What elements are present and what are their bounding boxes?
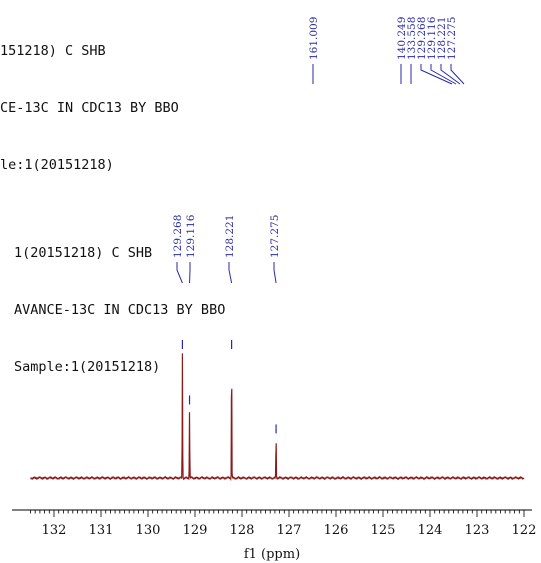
x-axis: 132 131 130 129 128 127 126 125 124 123 122 [12, 509, 537, 538]
top-peak-leader [430, 64, 457, 85]
top-peak-label: 161.009 [308, 17, 320, 60]
x-tick-label: 125 [371, 523, 396, 538]
inset-peak-label: 129.268 [172, 215, 184, 258]
top-peak-label: 140.249 [396, 17, 408, 60]
inset-peak-label-group: 129.268 129.116 128.221 127.275 [172, 214, 281, 284]
x-tick-label: 129 [183, 523, 208, 538]
inset-peak-leader [176, 262, 183, 284]
top-peak-label: 127.275 [446, 17, 458, 60]
inset-peak-label: 129.116 [185, 214, 197, 258]
spectrum-line [30, 353, 525, 482]
top-peak-leader [420, 64, 453, 85]
x-tick-label: 127 [277, 523, 302, 538]
header-inset: 1(20151218) C SHB AVANCE-13C IN CDC13 BY… [14, 206, 225, 415]
header-top-line1: 151218) C SHB [0, 43, 106, 59]
top-peak-label: 129.268 [416, 17, 428, 60]
header-inset-line2: AVANCE-13C IN CDC13 BY BBO [14, 302, 226, 318]
x-tick-label: 132 [42, 523, 67, 538]
top-peak-leader [450, 64, 465, 85]
x-tick-label: 131 [89, 523, 114, 538]
x-tick-label: 124 [418, 523, 443, 538]
top-peak-label: 128.221 [436, 17, 448, 60]
header-top-line2: CE-13C IN CDC13 BY BBO [0, 100, 179, 116]
top-peak-label: 133.558 [406, 17, 418, 60]
x-tick-label: 130 [136, 523, 161, 538]
inset-peak-label: 128.221 [224, 215, 236, 258]
top-peak-label: 129.116 [426, 16, 438, 60]
top-peak-label-group: 161.009 140.249133.558129.268129.116128.2… [308, 16, 465, 85]
x-tick-label: 126 [324, 523, 349, 538]
header-top-line3: le:1(20151218) [0, 157, 114, 173]
peak-marker-group [181, 340, 277, 434]
top-peak-leader [440, 64, 461, 85]
header-top: 151218) C SHB CE-13C IN CDC13 BY BBO le:… [0, 4, 179, 213]
inset-peak-leader [228, 262, 233, 284]
x-axis-label: f1 (ppm) [244, 547, 300, 562]
inset-peak-label: 127.275 [269, 215, 281, 258]
x-tick-label: 122 [512, 523, 537, 538]
header-inset-line3: Sample:1(20151218) [14, 359, 161, 375]
inset-peak-leader [273, 262, 277, 284]
header-inset-line1: 1(20151218) C SHB [14, 245, 153, 261]
x-tick-label: 123 [465, 523, 490, 538]
x-tick-label: 128 [230, 523, 255, 538]
